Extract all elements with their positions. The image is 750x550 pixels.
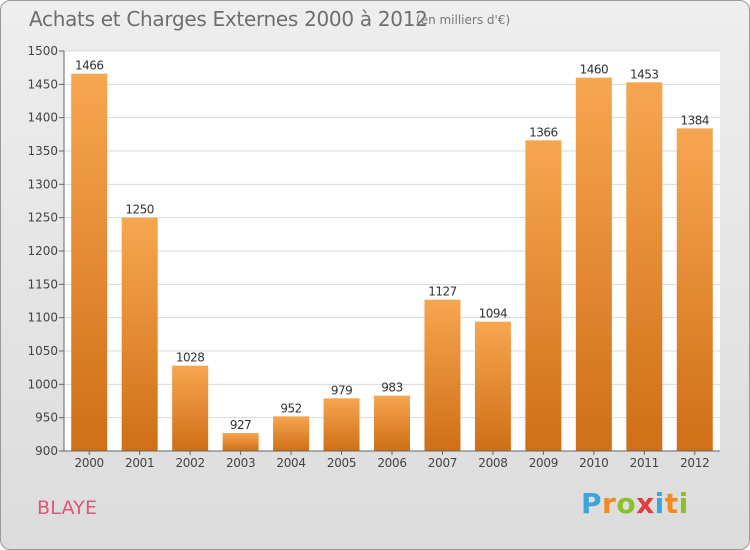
data-label: 1366 bbox=[529, 125, 558, 139]
bar bbox=[121, 217, 158, 451]
data-label: 1384 bbox=[680, 113, 709, 127]
x-tick-label: 2005 bbox=[327, 456, 356, 470]
y-tick-label: 950 bbox=[35, 411, 58, 425]
x-tick-label: 2003 bbox=[226, 456, 255, 470]
x-tick-label: 2006 bbox=[377, 456, 406, 470]
data-label: 927 bbox=[230, 418, 251, 432]
x-tick-label: 2012 bbox=[680, 456, 709, 470]
y-tick-label: 1200 bbox=[27, 244, 58, 258]
bar bbox=[575, 77, 612, 452]
y-tick-label: 1150 bbox=[27, 277, 58, 291]
y-tick-label: 900 bbox=[35, 444, 58, 458]
x-tick-label: 2001 bbox=[125, 456, 154, 470]
y-tick-label: 1100 bbox=[27, 311, 58, 325]
data-label: 1028 bbox=[176, 351, 205, 365]
y-tick-label: 1400 bbox=[27, 111, 58, 125]
data-label: 983 bbox=[381, 381, 402, 395]
logo-letter: r bbox=[602, 487, 617, 520]
x-tick-label: 2010 bbox=[579, 456, 608, 470]
logo-letter: t bbox=[664, 487, 679, 520]
y-tick-label: 1500 bbox=[27, 44, 58, 58]
bar bbox=[323, 398, 360, 451]
data-label: 1453 bbox=[630, 67, 659, 81]
bar bbox=[525, 140, 562, 452]
data-label: 1460 bbox=[580, 63, 609, 77]
data-label: 1127 bbox=[428, 285, 457, 299]
bar bbox=[273, 416, 310, 451]
data-label: 979 bbox=[331, 383, 352, 397]
chart-subtitle: (en milliers d'€) bbox=[416, 13, 511, 27]
commune-name: BLAYE bbox=[37, 497, 98, 519]
x-tick-label: 2002 bbox=[175, 456, 204, 470]
data-label: 952 bbox=[280, 401, 301, 415]
chart-title: Achats et Charges Externes 2000 à 2012 bbox=[29, 7, 428, 31]
y-tick-label: 1050 bbox=[27, 344, 58, 358]
bar bbox=[71, 73, 108, 452]
logo-letter: i bbox=[678, 487, 689, 520]
y-tick-label: 1450 bbox=[27, 77, 58, 91]
logo-letter: i bbox=[654, 487, 665, 520]
bar bbox=[172, 365, 209, 451]
logo-letter: o bbox=[616, 487, 637, 520]
data-label: 1466 bbox=[75, 59, 104, 73]
logo-letter: x bbox=[636, 487, 655, 520]
bar bbox=[424, 299, 461, 451]
bar bbox=[374, 395, 410, 451]
bar bbox=[222, 433, 259, 451]
bar bbox=[474, 321, 511, 451]
data-label: 1250 bbox=[125, 203, 154, 217]
x-tick-label: 2007 bbox=[428, 456, 457, 470]
y-tick-label: 1250 bbox=[27, 211, 58, 225]
x-tick-label: 2004 bbox=[276, 456, 305, 470]
y-tick-label: 1350 bbox=[27, 144, 58, 158]
bar bbox=[626, 82, 663, 451]
x-tick-label: 2000 bbox=[75, 456, 104, 470]
logo-letter: P bbox=[581, 487, 603, 520]
x-tick-label: 2011 bbox=[630, 456, 659, 470]
proxiti-logo: Proxiti bbox=[581, 487, 689, 520]
bar bbox=[676, 128, 713, 451]
x-tick-label: 2008 bbox=[478, 456, 507, 470]
y-tick-label: 1300 bbox=[27, 177, 58, 191]
y-tick-label: 1000 bbox=[27, 377, 58, 391]
x-tick-label: 2009 bbox=[529, 456, 558, 470]
data-label: 1094 bbox=[479, 307, 508, 321]
